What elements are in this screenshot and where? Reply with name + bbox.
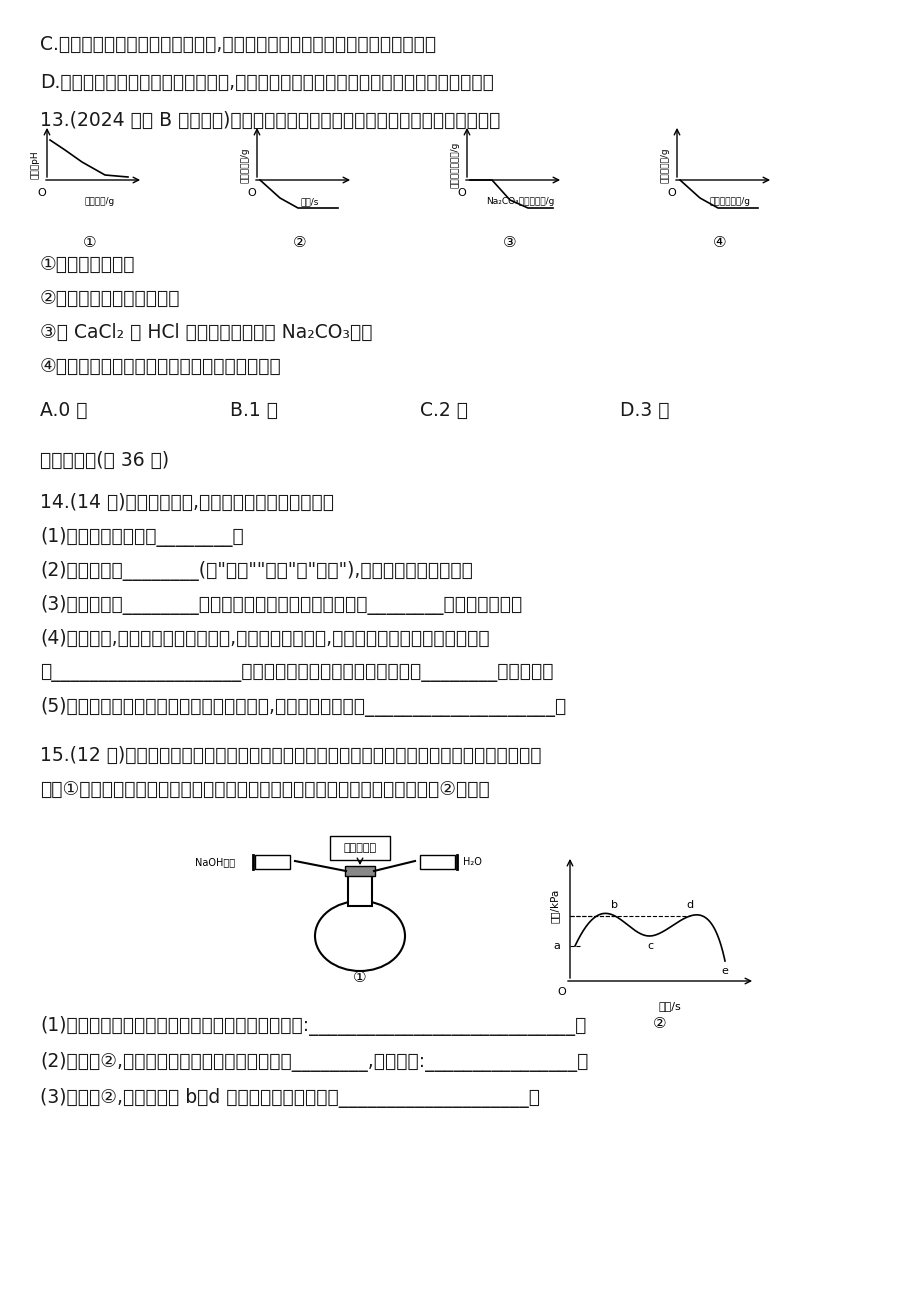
Text: A.0 个: A.0 个 xyxy=(40,401,87,421)
Text: O: O xyxy=(557,987,566,997)
Text: 二、填空题(共 36 分): 二、填空题(共 36 分) xyxy=(40,450,169,470)
Text: 溶液的pH: 溶液的pH xyxy=(31,151,40,180)
Bar xyxy=(255,855,289,868)
Text: O: O xyxy=(667,187,675,198)
Text: O: O xyxy=(457,187,466,198)
Text: 用图①装置证明二氧化碳能与氢氧化钠发生反应。测得一段时间内压强变化如图②所示。: 用图①装置证明二氧化碳能与氢氧化钠发生反应。测得一段时间内压强变化如图②所示。 xyxy=(40,780,489,799)
Text: 水的质量/g: 水的质量/g xyxy=(85,197,115,206)
Text: C.2 个: C.2 个 xyxy=(420,401,468,421)
Text: 13.(2024 重庆 B 中考改编)下列图像与实验过程对应关系正确的个数为　（　　）: 13.(2024 重庆 B 中考改编)下列图像与实验过程对应关系正确的个数为 （… xyxy=(40,111,500,130)
Text: ①: ① xyxy=(83,234,96,250)
Text: H₂O: H₂O xyxy=(462,857,482,867)
Text: ③: ③ xyxy=(503,234,516,250)
Text: D.3 个: D.3 个 xyxy=(619,401,669,421)
Text: ④向氢氧化钠和氯化钡的混合溶液中滴加稀硫酸: ④向氢氧化钠和氯化钡的混合溶液中滴加稀硫酸 xyxy=(40,357,281,376)
Text: B.1 个: B.1 个 xyxy=(230,401,278,421)
Text: 时间/s: 时间/s xyxy=(301,197,319,206)
Text: 15.(12 分)实验小组的同学们通过实验验证二氧化碳与氢氧化钠溶液发生了化学反应。实验小组: 15.(12 分)实验小组的同学们通过实验验证二氧化碳与氢氧化钠溶液发生了化学反… xyxy=(40,746,541,766)
Bar xyxy=(347,871,371,906)
Text: O: O xyxy=(247,187,256,198)
Text: 沉淀的质量/g: 沉淀的质量/g xyxy=(660,147,669,182)
Text: 压强传感器: 压强传感器 xyxy=(343,842,376,853)
Text: (4)在实验室,铁架台使用一段时间后,总会出现锈迹斑斑,用稀盐酸除掉锈斑的化学方程式: (4)在实验室,铁架台使用一段时间后,总会出现锈迹斑斑,用稀盐酸除掉锈斑的化学方… xyxy=(40,629,489,648)
Text: 14.(14 分)化学源于生活,学好化学能让生活更美好。: 14.(14 分)化学源于生活,学好化学能让生活更美好。 xyxy=(40,493,334,512)
Text: d: d xyxy=(686,900,693,910)
Text: C.碱的溶液能使无色酚酞溶液变红,所以能使无色酚酞溶液变红的溶液一定是碱: C.碱的溶液能使无色酚酞溶液变红,所以能使无色酚酞溶液变红的溶液一定是碱 xyxy=(40,35,436,53)
Text: (1)写出二氧化碳与氢氧化钠溶液反应的化学方程式:____________________________。: (1)写出二氧化碳与氢氧化钠溶液反应的化学方程式:_______________… xyxy=(40,1016,585,1036)
Text: a: a xyxy=(552,941,560,950)
Text: (2)依据图②,分析实验中首先注入瓶中的试剂是________,说明理由:________________。: (2)依据图②,分析实验中首先注入瓶中的试剂是________,说明理由:___… xyxy=(40,1052,588,1072)
Ellipse shape xyxy=(314,901,404,971)
Text: (5)用废盐酸来处理造纸厂废液中的氢氧化钠,反应的微观实质是____________________。: (5)用废盐酸来处理造纸厂废液中的氢氧化钠,反应的微观实质是__________… xyxy=(40,697,565,717)
Text: ②锌和稀硫酸反应生成氢气: ②锌和稀硫酸反应生成氢气 xyxy=(40,289,180,309)
Text: 为____________________。要收集干燥的氧气、二氧化碳可用________作干燥剂。: 为____________________。要收集干燥的氧气、二氧化碳可用___… xyxy=(40,663,553,682)
Text: ①浓盐酸加水稀释: ①浓盐酸加水稀释 xyxy=(40,255,135,273)
Text: 时间/s: 时间/s xyxy=(658,1001,681,1010)
Text: O: O xyxy=(38,187,46,198)
Bar xyxy=(345,866,375,876)
Text: ①: ① xyxy=(353,970,367,986)
Text: (3)分析图②,实验中实现 b、d 两点压强相等的操作是____________________。: (3)分析图②,实验中实现 b、d 两点压强相等的操作是____________… xyxy=(40,1088,539,1108)
Text: ③向 CaCl₂ 和 HCl 的混合溶液中滴加 Na₂CO₃溶液: ③向 CaCl₂ 和 HCl 的混合溶液中滴加 Na₂CO₃溶液 xyxy=(40,323,372,342)
FancyBboxPatch shape xyxy=(330,836,390,861)
Text: e: e xyxy=(720,966,728,976)
Text: (2)利用食醋的________(填"酸性""碱性"或"中性"),生活中可用于除水垢。: (2)利用食醋的________(填"酸性""碱性"或"中性"),生活中可用于除… xyxy=(40,561,472,581)
Text: 稀硫酸的质量/g: 稀硫酸的质量/g xyxy=(709,197,750,206)
Text: b: b xyxy=(611,900,618,910)
Text: ②: ② xyxy=(652,1016,666,1031)
Text: ②: ② xyxy=(293,234,306,250)
Text: c: c xyxy=(646,941,652,950)
Text: (1)可用于调味品的是________。: (1)可用于调味品的是________。 xyxy=(40,527,244,547)
Text: (3)农业上常用________改良酸性土壤。铵态的氮肥不能与________物质混合施用。: (3)农业上常用________改良酸性土壤。铵态的氮肥不能与________物… xyxy=(40,595,522,615)
Text: 氢气的质量/g: 氢气的质量/g xyxy=(241,147,250,182)
Text: 压强/kPa: 压强/kPa xyxy=(550,889,560,923)
Bar xyxy=(420,855,455,868)
Text: D.碳酸盐与稀盐酸反应生成二氧化碳,所以与稀盐酸反应生成二氧化碳的物质可能是碳酸盐: D.碳酸盐与稀盐酸反应生成二氧化碳,所以与稀盐酸反应生成二氧化碳的物质可能是碳酸… xyxy=(40,73,494,92)
Text: NaOH溶液: NaOH溶液 xyxy=(195,857,234,867)
Text: 生成沉淀的质量/g: 生成沉淀的质量/g xyxy=(450,142,460,189)
Text: Na₂CO₃溶液的质量/g: Na₂CO₃溶液的质量/g xyxy=(485,197,553,206)
Text: ④: ④ xyxy=(712,234,726,250)
